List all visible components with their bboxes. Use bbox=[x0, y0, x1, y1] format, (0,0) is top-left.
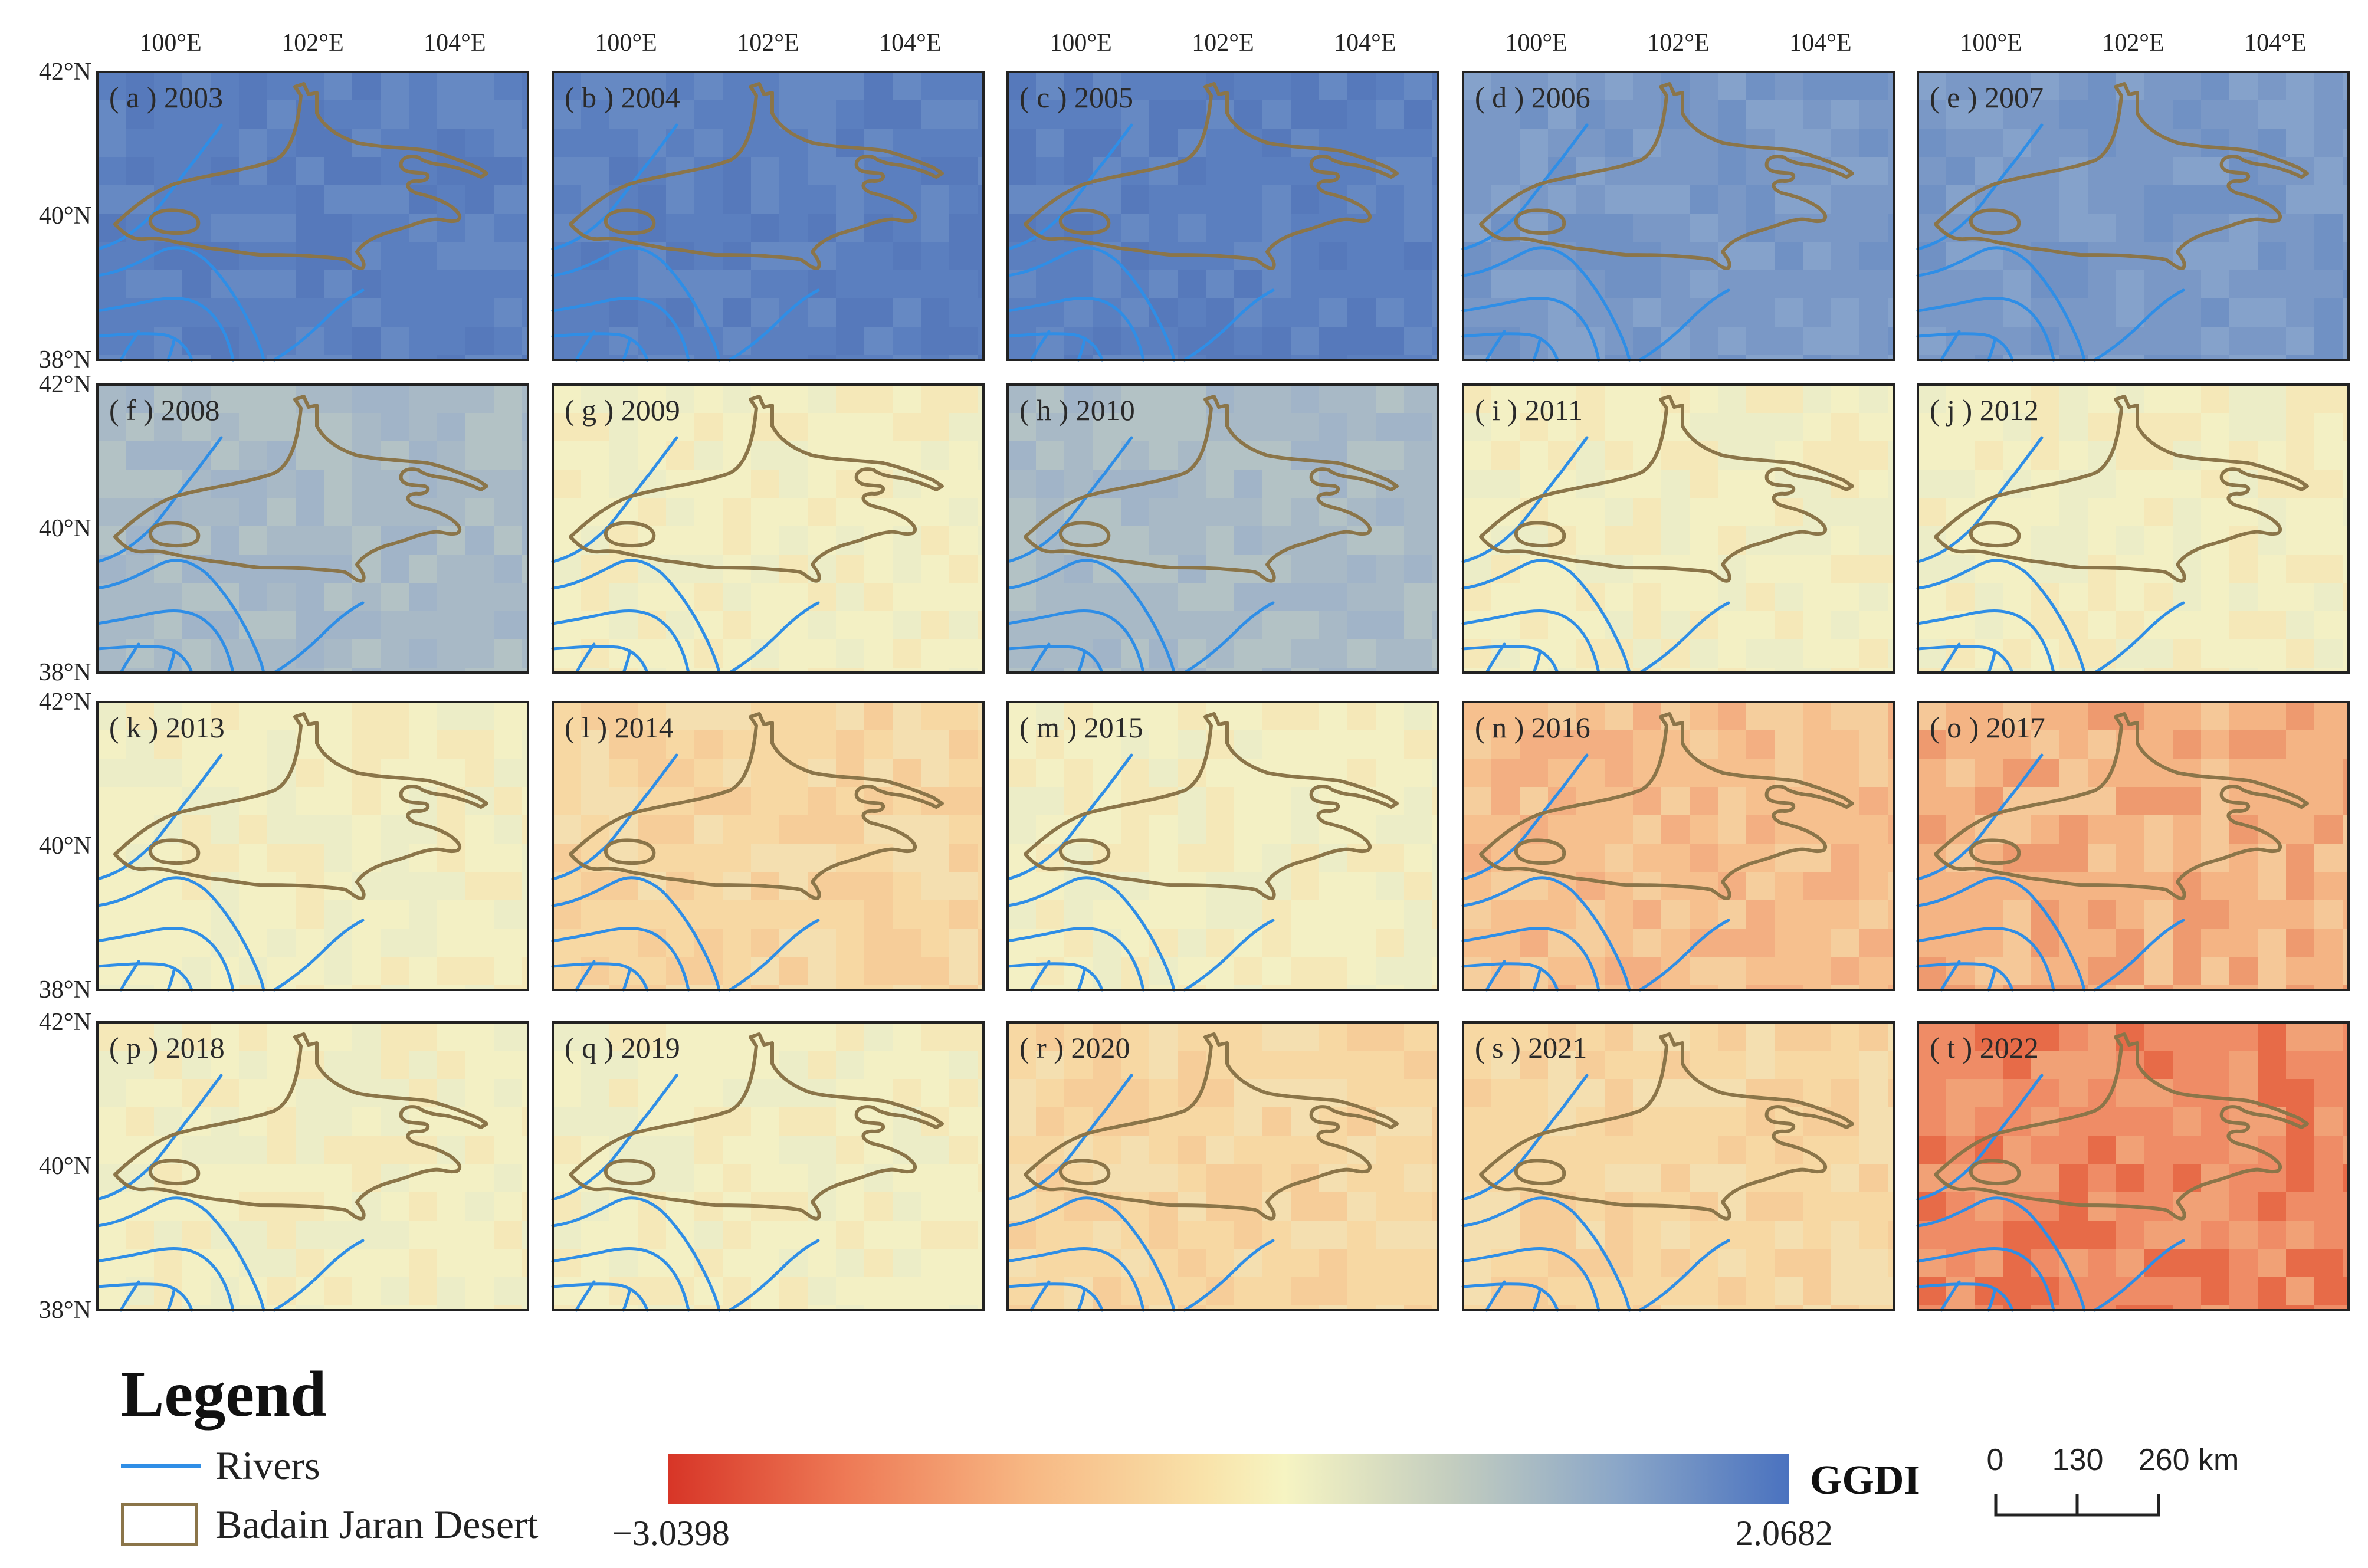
lon-label: 104°E bbox=[1789, 29, 1852, 57]
panel-label-2014: ( l ) 2014 bbox=[565, 711, 674, 744]
map-panel-2018 bbox=[96, 1021, 529, 1312]
lat-label: 38°N bbox=[38, 346, 91, 373]
map-panel-2022 bbox=[1916, 1021, 2350, 1312]
panel-label-2010: ( h ) 2010 bbox=[1019, 393, 1135, 427]
lon-label: 102°E bbox=[1647, 29, 1710, 57]
panel-label-2004: ( b ) 2004 bbox=[565, 81, 680, 114]
panel-label-2003: ( a ) 2003 bbox=[109, 81, 223, 114]
map-panel-2015 bbox=[1006, 701, 1439, 992]
lon-label: 100°E bbox=[1505, 29, 1567, 57]
desert-swatch bbox=[121, 1503, 198, 1546]
lat-label: 40°N bbox=[38, 515, 91, 542]
map-panel-2021 bbox=[1461, 1021, 1895, 1312]
colorbar-max: 2.0682 bbox=[1736, 1514, 1833, 1553]
panel-label-2019: ( q ) 2019 bbox=[565, 1031, 680, 1064]
map-panel-2007 bbox=[1916, 71, 2350, 362]
map-panel-2009 bbox=[551, 383, 985, 674]
lon-label: 104°E bbox=[424, 29, 486, 57]
panel-label-2020: ( r ) 2020 bbox=[1019, 1031, 1130, 1064]
map-panel-2003 bbox=[96, 71, 529, 362]
lon-label: 104°E bbox=[2244, 29, 2307, 57]
map-panel-2020 bbox=[1006, 1021, 1439, 1312]
panel-label-2018: ( p ) 2018 bbox=[109, 1031, 225, 1064]
lon-label: 102°E bbox=[737, 29, 799, 57]
map-panel-2012 bbox=[1916, 383, 2350, 674]
map-panel-2008 bbox=[96, 383, 529, 674]
map-panel-2014 bbox=[551, 701, 985, 992]
map-panel-2004 bbox=[551, 71, 985, 362]
scale-bar bbox=[1994, 1494, 2160, 1517]
lat-label: 40°N bbox=[38, 832, 91, 860]
panel-label-2007: ( e ) 2007 bbox=[1930, 81, 2044, 114]
map-panel-2017 bbox=[1916, 701, 2350, 992]
map-panel-2013 bbox=[96, 701, 529, 992]
map-panel-2011 bbox=[1461, 383, 1895, 674]
map-panel-2010 bbox=[1006, 383, 1439, 674]
lon-label: 100°E bbox=[1960, 29, 2022, 57]
lat-label: 40°N bbox=[38, 1153, 91, 1180]
lon-label: 102°E bbox=[2102, 29, 2164, 57]
panel-label-2011: ( i ) 2011 bbox=[1475, 393, 1583, 427]
panel-label-2016: ( n ) 2016 bbox=[1475, 711, 1590, 744]
lon-label: 104°E bbox=[879, 29, 942, 57]
legend-title: Legend bbox=[121, 1358, 327, 1430]
lat-label: 42°N bbox=[38, 371, 91, 398]
lat-label: 42°N bbox=[38, 1009, 91, 1036]
panel-label-2009: ( g ) 2009 bbox=[565, 393, 680, 427]
lat-label: 38°N bbox=[38, 976, 91, 1003]
rivers-label: Rivers bbox=[215, 1443, 320, 1488]
map-panel-2019 bbox=[551, 1021, 985, 1312]
colorbar-title: GGDI bbox=[1810, 1458, 1920, 1503]
lon-label: 100°E bbox=[595, 29, 657, 57]
ggdi-colorbar bbox=[668, 1454, 1789, 1504]
panel-label-2021: ( s ) 2021 bbox=[1475, 1031, 1588, 1064]
panel-label-2005: ( c ) 2005 bbox=[1019, 81, 1133, 114]
lat-label: 38°N bbox=[38, 1297, 91, 1324]
lon-label: 100°E bbox=[139, 29, 202, 57]
map-panel-2016 bbox=[1461, 701, 1895, 992]
panel-label-2022: ( t ) 2022 bbox=[1930, 1031, 2039, 1064]
panel-label-2006: ( d ) 2006 bbox=[1475, 81, 1590, 114]
map-panel-2006 bbox=[1461, 71, 1895, 362]
lon-label: 104°E bbox=[1334, 29, 1396, 57]
panel-label-2012: ( j ) 2012 bbox=[1930, 393, 2039, 427]
lon-label: 100°E bbox=[1049, 29, 1112, 57]
rivers-swatch bbox=[121, 1464, 201, 1468]
panel-label-2015: ( m ) 2015 bbox=[1019, 711, 1143, 744]
panel-label-2008: ( f ) 2008 bbox=[109, 393, 220, 427]
lat-label: 38°N bbox=[38, 659, 91, 686]
map-panel-2005 bbox=[1006, 71, 1439, 362]
scale-mid: 130 bbox=[2052, 1443, 2104, 1477]
scale-end: 260 km bbox=[2138, 1443, 2239, 1477]
panel-label-2013: ( k ) 2013 bbox=[109, 711, 225, 744]
lat-label: 42°N bbox=[38, 688, 91, 716]
panel-label-2017: ( o ) 2017 bbox=[1930, 711, 2045, 744]
desert-label: Badain Jaran Desert bbox=[215, 1502, 539, 1547]
lon-label: 102°E bbox=[281, 29, 344, 57]
lat-label: 40°N bbox=[38, 202, 91, 229]
lat-label: 42°N bbox=[38, 58, 91, 86]
lon-label: 102°E bbox=[1192, 29, 1254, 57]
scale-zero: 0 bbox=[1986, 1443, 2004, 1477]
colorbar-min: −3.0398 bbox=[612, 1514, 730, 1553]
